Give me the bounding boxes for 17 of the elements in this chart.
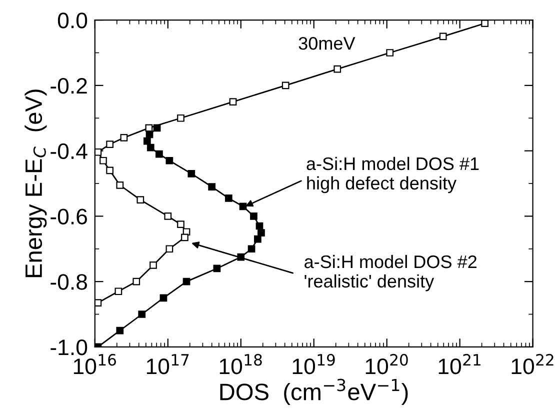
x-tick-label: 10$^{17}$	[146, 354, 189, 374]
y-tick-label: -1.0	[50, 339, 88, 356]
x-tick-label: 10$^{21}$	[438, 354, 480, 374]
y-tick-label: -0.8	[50, 274, 87, 290]
y-tick-label: -0.2	[50, 78, 87, 94]
x-tick-label: 10$^{19}$	[292, 354, 335, 374]
annotation: a-Si:H model DOS #1 high defect density	[306, 156, 479, 194]
annotation: a-Si:H model DOS #2 'realistic' density	[304, 254, 476, 292]
x-tick-label: 10$^{18}$	[220, 354, 262, 374]
annotation: 30meV	[298, 36, 356, 50]
y-axis-title: Energy E-E$_{C}$ (eV)	[24, 90, 47, 278]
x-axis-title: DOS (cm$^{−3}$eV$^{−1}$)	[220, 378, 408, 405]
x-tick-label: 10$^{20}$	[366, 354, 408, 374]
y-tick-label: -0.6	[50, 208, 87, 224]
x-tick-label: 10$^{22}$	[512, 354, 554, 374]
y-tick-label: -0.4	[50, 143, 88, 160]
y-tick-label: 0.0	[58, 12, 88, 28]
